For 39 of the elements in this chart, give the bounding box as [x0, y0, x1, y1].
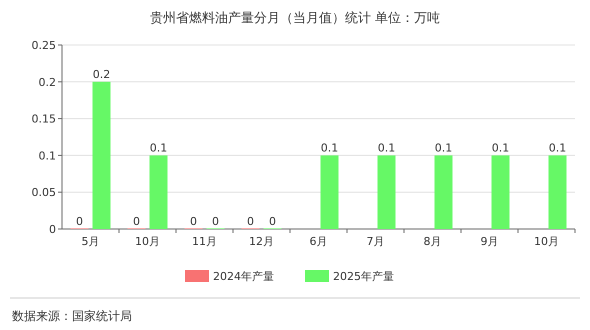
bar [492, 155, 510, 229]
data-label: 0 [269, 215, 276, 228]
x-tick-label: 11月 [192, 235, 217, 248]
x-tick-label: 10月 [534, 235, 559, 248]
x-tick-label: 12月 [249, 235, 274, 248]
x-tick-label: 6月 [310, 235, 328, 248]
x-tick-label: 10月 [135, 235, 160, 248]
data-label: 0 [133, 215, 140, 228]
bar [548, 155, 566, 229]
source-note: 数据来源：国家统计局 [12, 309, 132, 323]
y-tick-label: 0.05 [32, 186, 56, 200]
x-tick-label: 9月 [480, 235, 498, 248]
y-tick-label: 0.15 [32, 112, 56, 126]
data-label: 0 [212, 215, 219, 228]
data-label: 0.1 [492, 141, 510, 154]
data-label: 0.1 [434, 141, 452, 154]
data-label: 0.1 [548, 141, 566, 154]
bar [320, 155, 338, 229]
chart-title: 贵州省燃料油产量分月（当月值）统计 单位：万吨 [150, 11, 440, 26]
y-tick-label: 0.1 [38, 149, 56, 162]
data-label: 0.1 [320, 141, 338, 154]
bar [378, 155, 396, 229]
legend-label: 2025年产量 [333, 270, 394, 283]
bar [434, 155, 452, 229]
y-tick-label: 0 [49, 223, 56, 236]
data-label: 0.2 [92, 68, 110, 81]
data-label: 0 [190, 215, 197, 228]
legend-label: 2024年产量 [213, 270, 274, 283]
x-tick-label: 8月 [424, 235, 442, 248]
data-label: 0.1 [150, 141, 168, 154]
y-tick-label: 0.2 [38, 76, 56, 89]
data-label: 0 [76, 215, 83, 228]
bar [150, 155, 168, 229]
x-tick-label: 5月 [82, 235, 100, 248]
data-label: 0 [247, 215, 254, 228]
bar [92, 82, 110, 229]
y-tick-label: 0.25 [32, 39, 56, 52]
x-tick-label: 7月 [366, 235, 384, 248]
data-label: 0.1 [378, 141, 396, 154]
